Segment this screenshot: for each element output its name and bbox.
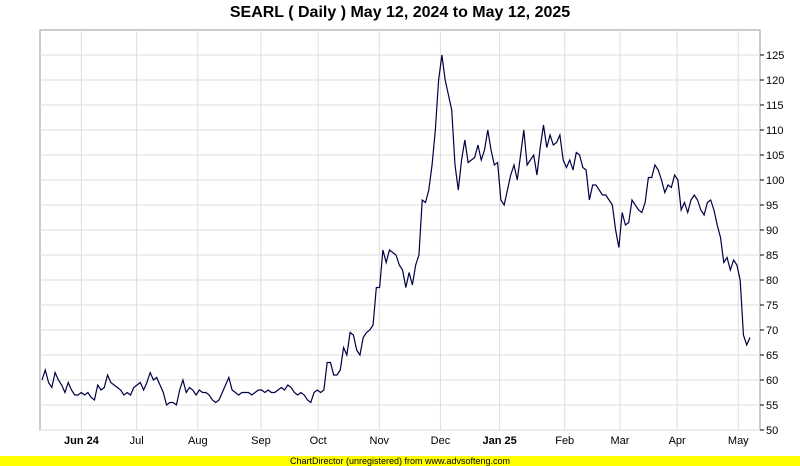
chart-title: SEARL ( Daily ) May 12, 2024 to May 12, … [229, 4, 571, 21]
x-tick-label: May [728, 435, 749, 447]
y-tick-label: 65 [766, 350, 778, 362]
y-tick-label: 60 [766, 375, 778, 387]
x-tick-label: Apr [669, 435, 686, 447]
y-tick-label: 90 [766, 225, 778, 237]
price-line [41, 54, 751, 407]
y-tick-label: 125 [766, 50, 784, 62]
y-tick-label: 100 [766, 175, 784, 187]
x-tick-label: Mar [610, 435, 629, 447]
chart-plot: 50 55 60 65 70 75 80 85 90 95 100 105 110 115 120 125 J… [39, 29, 784, 447]
x-tick-label: Aug [188, 435, 208, 447]
y-tick-label: 50 [766, 425, 778, 437]
grid [40, 30, 760, 431]
y-axis: 50 55 60 65 70 75 80 85 90 95 100 105 110 115 120 125 [760, 50, 784, 437]
x-tick-label: Dec [431, 435, 451, 447]
y-tick-label: 70 [766, 325, 778, 337]
series [41, 54, 751, 407]
x-tick-label: Sep [251, 435, 271, 447]
footer-watermark: ChartDirector (unregistered) from www.ad… [0, 456, 800, 466]
x-axis: Jun 24 Jul Aug Sep Oct Nov Dec Jan 25 Feb Mar Apr M… [64, 435, 749, 447]
x-tick-label: Jun 24 [64, 435, 100, 447]
y-tick-label: 110 [766, 125, 784, 137]
y-tick-label: 75 [766, 300, 778, 312]
x-tick-label: Feb [555, 435, 574, 447]
x-tick-label: Nov [370, 435, 390, 447]
y-tick-label: 55 [766, 400, 778, 412]
y-tick-label: 80 [766, 275, 778, 287]
y-tick-label: 105 [766, 150, 784, 162]
y-tick-label: 120 [766, 75, 784, 87]
y-tick-label: 95 [766, 200, 778, 212]
y-tick-label: 85 [766, 250, 778, 262]
y-tick-label: 115 [766, 100, 784, 112]
x-tick-label: Oct [310, 435, 327, 447]
x-tick-label: Jul [130, 435, 144, 447]
x-tick-label: Jan 25 [482, 435, 516, 447]
